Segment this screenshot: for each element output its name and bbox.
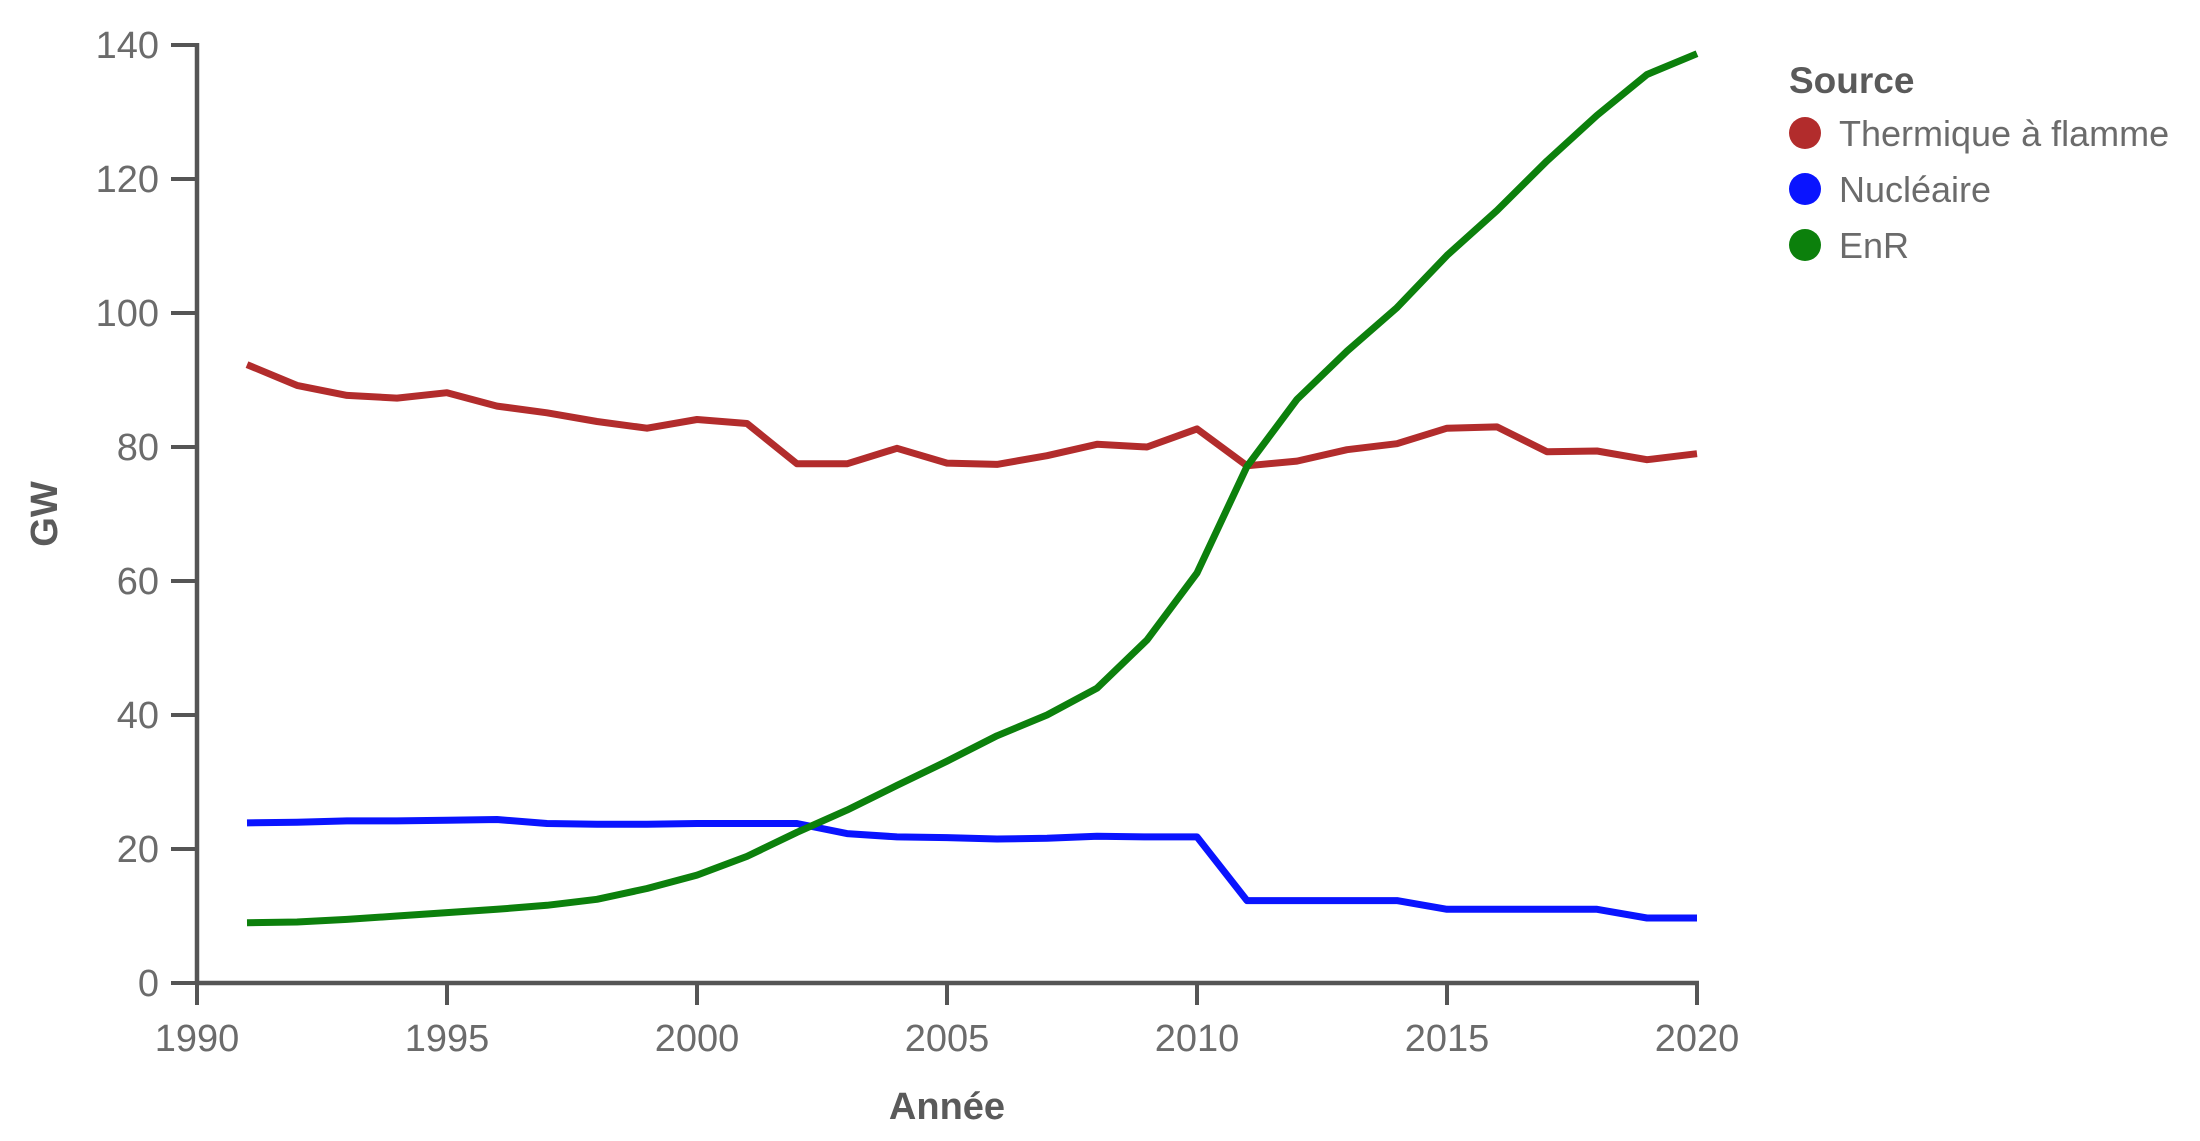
series-line-2 — [246, 50, 1699, 927]
legend-marker — [1789, 173, 1821, 205]
legend: Source Thermique à flamme Nucléaire EnR — [1789, 60, 2169, 266]
y-tick-label: 0 — [138, 963, 159, 1005]
x-tick-label: 2000 — [655, 1018, 740, 1060]
x-tick-label: 2005 — [905, 1018, 990, 1060]
x-tick-label: 2015 — [1405, 1018, 1490, 1060]
x-tick-label: 1990 — [155, 1018, 240, 1060]
legend-marker — [1789, 117, 1821, 149]
y-axis-ticks: 0 20 40 60 80 100 120 140 — [96, 25, 197, 1005]
axes-layer — [194, 43, 1699, 986]
legend-label: Thermique à flamme — [1839, 113, 2169, 154]
y-tick-label: 80 — [117, 427, 159, 469]
series-line-1 — [246, 816, 1697, 922]
x-tick-label: 2020 — [1655, 1018, 1740, 1060]
x-tick-label: 1995 — [405, 1018, 490, 1060]
y-tick-label: 60 — [117, 561, 159, 603]
legend-label: Nucléaire — [1839, 169, 1991, 210]
series-line-0 — [245, 361, 1698, 470]
x-axis-ticks: 1990 1995 2000 2005 2010 2015 2020 — [155, 983, 1740, 1060]
y-axis-title: GW — [24, 481, 66, 547]
legend-marker — [1789, 229, 1821, 261]
y-tick-label: 100 — [96, 293, 159, 335]
legend-title: Source — [1789, 60, 1914, 101]
y-tick-label: 140 — [96, 25, 159, 67]
y-tick-label: 40 — [117, 695, 159, 737]
y-tick-label: 120 — [96, 159, 159, 201]
legend-items: Thermique à flamme Nucléaire EnR — [1789, 113, 2169, 266]
x-axis-title: Année — [889, 1086, 1005, 1128]
x-tick-label: 2010 — [1155, 1018, 1240, 1060]
legend-label: EnR — [1839, 225, 1909, 266]
y-tick-label: 20 — [117, 829, 159, 871]
series-layer — [245, 50, 1699, 927]
